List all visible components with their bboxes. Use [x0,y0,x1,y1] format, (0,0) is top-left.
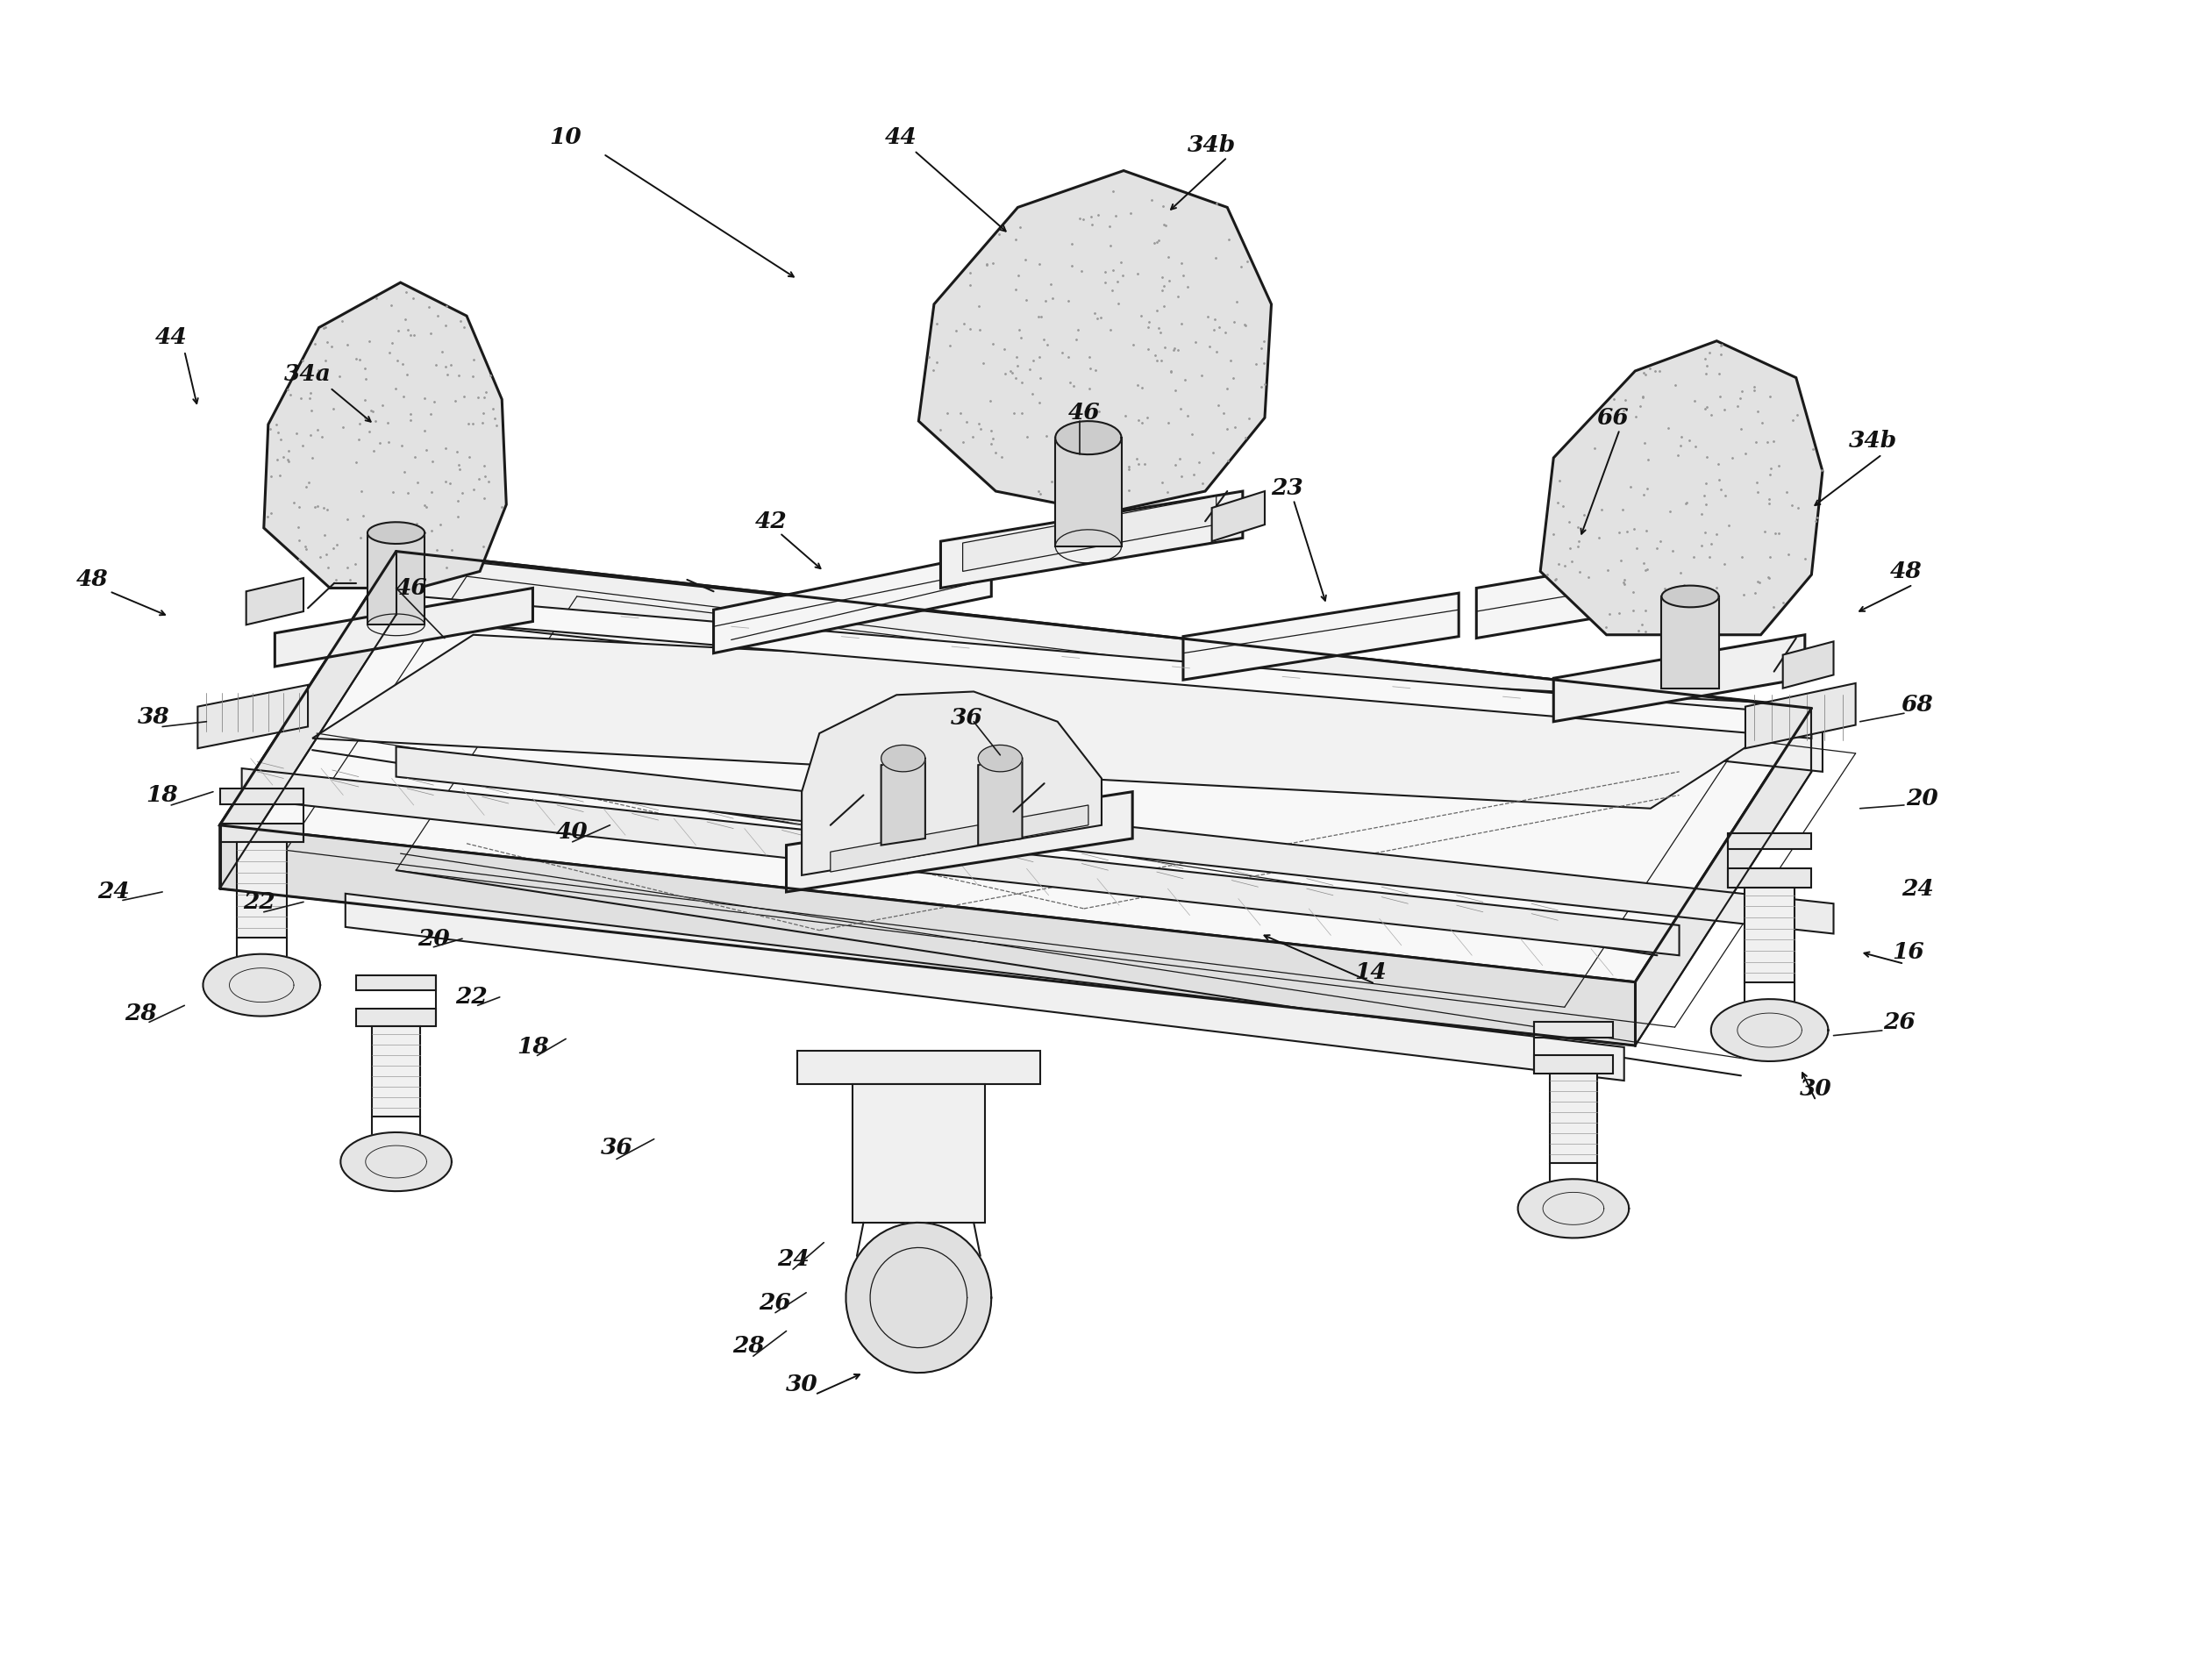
Polygon shape [801,691,1102,875]
Text: 48: 48 [75,569,108,590]
Polygon shape [1783,642,1834,688]
Polygon shape [345,894,1624,1080]
Polygon shape [785,792,1133,892]
Text: 22: 22 [243,890,276,912]
Text: 44: 44 [155,327,188,349]
Text: 36: 36 [951,708,982,729]
Polygon shape [1745,887,1794,983]
Polygon shape [1183,594,1458,679]
Text: 34b: 34b [1849,429,1898,453]
Polygon shape [962,496,1217,572]
Polygon shape [219,788,303,805]
Text: 22: 22 [456,986,487,1008]
Text: 10: 10 [551,126,582,148]
Text: 23: 23 [1270,476,1303,498]
Text: 46: 46 [1068,402,1099,424]
Polygon shape [204,954,321,1016]
Polygon shape [396,746,1834,934]
Text: 14: 14 [1354,961,1387,983]
Text: 18: 18 [518,1036,549,1058]
Polygon shape [372,1026,420,1117]
Polygon shape [219,552,1812,983]
Polygon shape [940,491,1243,589]
Polygon shape [312,636,1812,808]
Polygon shape [978,758,1022,845]
Polygon shape [714,553,991,652]
Polygon shape [1745,683,1856,748]
Polygon shape [219,823,303,842]
Text: 48: 48 [1891,560,1922,582]
Polygon shape [845,1223,991,1373]
Polygon shape [374,552,1823,771]
Polygon shape [1553,636,1805,721]
Polygon shape [263,282,507,589]
Polygon shape [246,579,303,626]
Polygon shape [1055,421,1121,454]
Text: 18: 18 [146,785,179,807]
Text: 46: 46 [396,577,427,599]
Polygon shape [918,171,1272,513]
Polygon shape [1540,340,1823,636]
Text: 38: 38 [137,706,170,728]
Polygon shape [1712,999,1829,1062]
Polygon shape [1661,585,1719,607]
Polygon shape [1212,491,1265,542]
Polygon shape [1551,1073,1597,1164]
Polygon shape [367,533,425,626]
Polygon shape [241,768,1679,956]
Polygon shape [1517,1179,1628,1238]
Text: 24: 24 [1900,877,1933,899]
Text: 30: 30 [785,1373,818,1395]
Polygon shape [796,1050,1040,1083]
Text: 40: 40 [557,820,588,844]
Polygon shape [341,1132,451,1191]
Polygon shape [978,745,1022,771]
Polygon shape [219,552,396,889]
Polygon shape [219,825,1635,1045]
Polygon shape [852,1083,984,1223]
Polygon shape [378,594,1812,738]
Polygon shape [830,805,1088,872]
Polygon shape [274,589,533,666]
Polygon shape [880,758,925,845]
Text: 26: 26 [1885,1011,1916,1033]
Text: 36: 36 [599,1137,633,1159]
Polygon shape [356,1008,436,1026]
Polygon shape [1533,1055,1613,1073]
Polygon shape [1475,542,1752,639]
Polygon shape [197,684,307,748]
Text: 16: 16 [1893,941,1924,963]
Polygon shape [1635,708,1812,1045]
Text: 68: 68 [1900,694,1933,716]
Polygon shape [1728,833,1812,849]
Text: 20: 20 [1905,788,1938,810]
Text: 34a: 34a [285,364,332,386]
Text: 26: 26 [759,1291,792,1313]
Polygon shape [1055,438,1121,547]
Text: 30: 30 [1801,1078,1832,1100]
Text: 20: 20 [418,927,449,949]
Polygon shape [1728,869,1812,887]
Polygon shape [1661,597,1719,688]
Text: 34b: 34b [1188,134,1237,156]
Text: 28: 28 [732,1335,765,1357]
Polygon shape [367,522,425,543]
Text: 44: 44 [885,126,918,148]
Polygon shape [356,976,436,991]
Text: 66: 66 [1597,408,1630,429]
Text: 24: 24 [776,1248,810,1269]
Polygon shape [1533,1023,1613,1036]
Text: 24: 24 [97,880,131,902]
Polygon shape [237,842,288,937]
Text: 28: 28 [124,1003,157,1025]
Text: 42: 42 [754,510,787,532]
Polygon shape [880,745,925,771]
